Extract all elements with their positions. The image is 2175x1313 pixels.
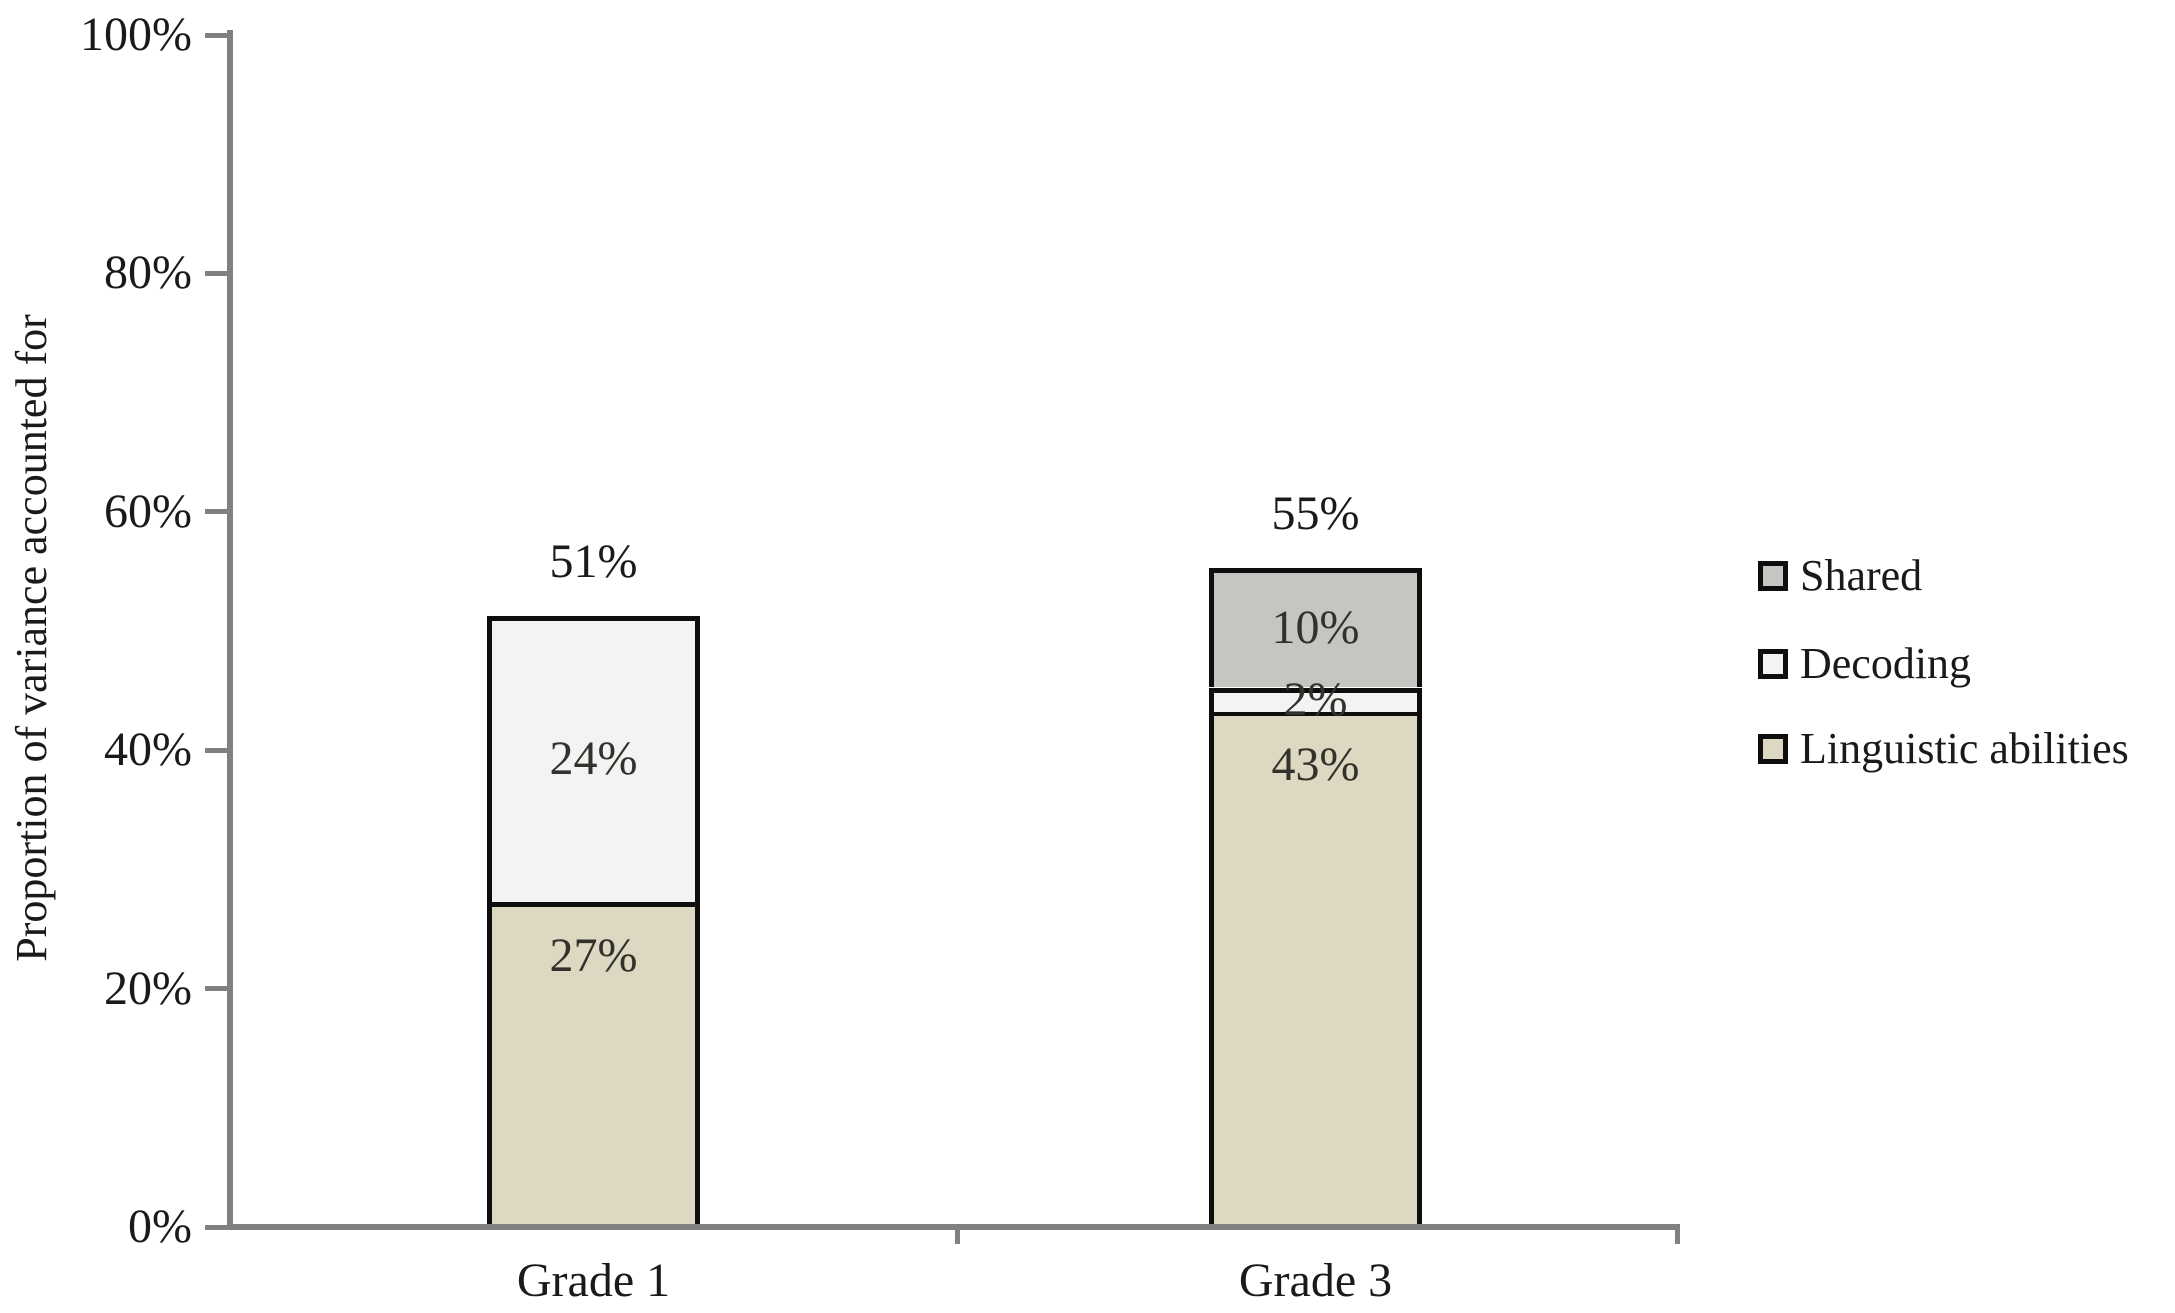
x-axis-line (227, 1224, 1680, 1230)
bar-segment (1209, 688, 1422, 712)
bar-total-label: 51% (549, 535, 638, 588)
legend-label: Shared (1800, 551, 1923, 600)
legend-item: Decoding (1758, 640, 1971, 688)
legend-item: Shared (1758, 552, 1922, 600)
y-tick-label: 100% (80, 8, 192, 61)
y-axis-title: Proportion of variance accounted for (7, 314, 56, 962)
legend-swatch (1758, 649, 1788, 679)
y-tick-label: 40% (104, 723, 192, 776)
y-tick-mark (205, 986, 227, 991)
segment-value-label: 24% (549, 732, 638, 785)
segment-value-label: 10% (1271, 601, 1360, 654)
x-axis-tick (1675, 1228, 1680, 1244)
bar-segment (487, 902, 700, 1224)
legend-item: Linguistic abilities (1758, 725, 2129, 773)
category-label: Grade 1 (516, 1254, 671, 1307)
y-axis-line (227, 30, 233, 1230)
category-label: Grade 3 (1238, 1254, 1393, 1307)
y-tick-label: 0% (128, 1200, 192, 1253)
legend-swatch (1758, 734, 1788, 764)
segment-value-label: 2% (1283, 673, 1348, 726)
bar-total-label: 55% (1271, 487, 1360, 540)
y-tick-mark (205, 271, 227, 276)
y-tick-label: 60% (104, 485, 192, 538)
segment-value-label: 27% (549, 929, 638, 982)
bar-segment (1209, 711, 1422, 1224)
y-tick-mark (205, 509, 227, 514)
bar-segment (1209, 568, 1422, 687)
legend-label: Linguistic abilities (1800, 724, 2129, 773)
bar-segment (487, 616, 700, 902)
y-tick-label: 80% (104, 246, 192, 299)
legend-swatch (1758, 561, 1788, 591)
y-tick-mark (205, 748, 227, 753)
y-tick-mark (205, 1225, 227, 1230)
legend-label: Decoding (1800, 639, 1972, 688)
y-tick-label: 20% (104, 962, 192, 1015)
y-tick-mark (205, 33, 227, 38)
segment-value-label: 43% (1271, 738, 1360, 791)
x-axis-tick (955, 1228, 960, 1244)
